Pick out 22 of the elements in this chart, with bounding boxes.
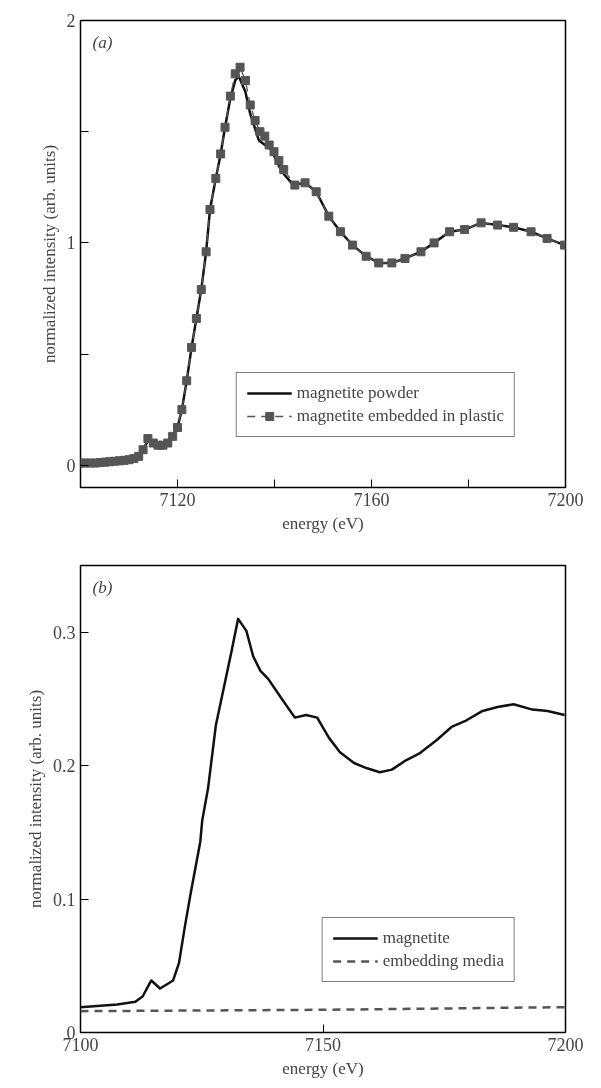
y-axis-title: normalized intensity (arb. units): [39, 144, 59, 364]
text: (b): [92, 577, 113, 597]
x-tick-label: 7200: [547, 1034, 584, 1055]
line-series: [80, 617, 566, 1009]
x-tick-label: 7120: [159, 489, 196, 510]
legend-label: embedding media: [382, 951, 504, 971]
y-tick-label: 0: [66, 455, 76, 476]
x-tick-label: 7150: [305, 1034, 341, 1055]
y-tick-label: 0.1: [53, 889, 76, 910]
y-tick-label: 2: [66, 11, 76, 31]
legend-label: magnetite: [382, 928, 450, 948]
x-axis-title: energy (eV): [282, 1058, 364, 1078]
y-tick-label: 0.2: [53, 756, 76, 777]
x-axis-title: energy (eV): [282, 513, 364, 533]
legend-label: magnetite powder: [296, 383, 420, 403]
y-axis-title: normalized intensity (arb. units): [26, 689, 45, 909]
text: (a): [92, 32, 113, 52]
y-tick-label: 1: [66, 233, 76, 254]
legend-label: magnetite embedded in plastic: [296, 406, 504, 426]
x-tick-label: 7200: [547, 489, 584, 510]
y-tick-label: 0.3: [53, 622, 76, 643]
x-tick-label: 7160: [353, 489, 390, 510]
